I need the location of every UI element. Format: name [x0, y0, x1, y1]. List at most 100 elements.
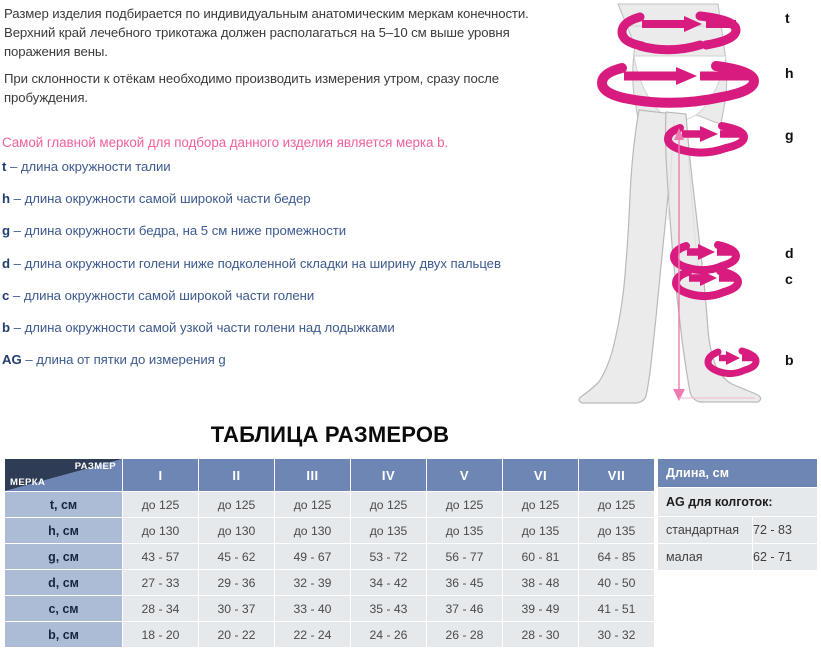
- legend-item-c: c – длина окружности самой широкой части…: [2, 287, 622, 305]
- cell-d-2: 29 - 36: [198, 569, 275, 596]
- row-measure-c: c, см: [4, 595, 123, 622]
- length-row-value-standard: 72 - 83: [751, 516, 819, 544]
- cell-g-6: 60 - 81: [502, 543, 579, 570]
- cell-d-1: 27 - 33: [122, 569, 199, 596]
- cell-d-3: 32 - 39: [274, 569, 351, 596]
- cell-h-6: до 135: [502, 517, 579, 544]
- anatomical-legs-diagram: AG: [540, 0, 821, 415]
- cell-d-7: 40 - 50: [578, 569, 655, 596]
- figure-label-g: g: [785, 127, 794, 143]
- size-table: РАЗМЕР МЕРКА I II III IV V VI VII t, см …: [4, 458, 655, 648]
- ag-dimension-arrow: [673, 128, 755, 401]
- legend-item-g: g – длина окружности бедра, на 5 см ниже…: [2, 222, 622, 240]
- cell-t-5: до 125: [426, 491, 503, 518]
- table-row: g, см 43 - 57 45 - 62 49 - 67 53 - 72 56…: [4, 543, 655, 570]
- intro-paragraph-2: При склонности к отёкам необходимо произ…: [4, 71, 500, 105]
- length-table: Длина, см AG для колготок: стандартная 7…: [656, 458, 819, 571]
- table-row: h, см до 130 до 130 до 130 до 135 до 135…: [4, 517, 655, 544]
- cell-d-5: 36 - 45: [426, 569, 503, 596]
- cell-d-4: 34 - 42: [350, 569, 427, 596]
- cell-b-7: 30 - 32: [578, 621, 655, 648]
- length-table-subheader: AG для колготок:: [656, 487, 819, 517]
- length-row-name-small: малая: [657, 543, 753, 571]
- measure-band-h: [596, 61, 760, 108]
- cell-h-1: до 130: [122, 517, 199, 544]
- row-measure-t: t, см: [4, 491, 123, 518]
- legend-dash-b: –: [13, 319, 21, 335]
- legend-dash-ag: –: [25, 352, 33, 368]
- cell-c-7: 41 - 51: [578, 595, 655, 622]
- cell-t-7: до 125: [578, 491, 655, 518]
- table-row: d, см 27 - 33 29 - 36 32 - 39 34 - 42 36…: [4, 569, 655, 596]
- cell-b-1: 18 - 20: [122, 621, 199, 648]
- legend-item-b: b – длина окружности самой узкой части г…: [2, 319, 622, 337]
- length-row-value-small: 62 - 71: [751, 543, 819, 571]
- legend-dash-g: –: [13, 223, 21, 239]
- cell-c-3: 33 - 40: [274, 595, 351, 622]
- cell-b-5: 26 - 28: [426, 621, 503, 648]
- size-header-5: V: [426, 458, 503, 492]
- measure-band-t: [617, 11, 741, 55]
- legend-dash-h: –: [13, 191, 21, 207]
- body-silhouette: [578, 3, 762, 404]
- size-header-6: VI: [502, 458, 579, 492]
- length-table-subheader-row: AG для колготок:: [656, 487, 819, 517]
- cell-g-7: 64 - 85: [578, 543, 655, 570]
- legend-item-d: d – длина окружности голени ниже подколе…: [2, 255, 622, 273]
- row-measure-h: h, см: [4, 517, 123, 544]
- legend-dash-c: –: [12, 287, 21, 303]
- size-header-4: IV: [350, 458, 427, 492]
- size-header-2: II: [198, 458, 275, 492]
- legend-key-h: h: [2, 191, 11, 207]
- cell-b-6: 28 - 30: [502, 621, 579, 648]
- cell-t-6: до 125: [502, 491, 579, 518]
- cell-g-4: 53 - 72: [350, 543, 427, 570]
- cell-d-6: 38 - 48: [502, 569, 579, 596]
- legend-text-g: длина окружности бедра, на 5 см ниже про…: [24, 223, 347, 239]
- size-header-3: III: [274, 458, 351, 492]
- cell-b-4: 24 - 26: [350, 621, 427, 648]
- table-row: малая 62 - 71: [657, 543, 819, 571]
- table-row: c, см 28 - 34 30 - 37 33 - 40 35 - 43 37…: [4, 595, 655, 622]
- size-header-1: I: [122, 458, 199, 492]
- legend-dash-t: –: [9, 159, 18, 174]
- cell-g-2: 45 - 62: [198, 543, 275, 570]
- cell-h-3: до 130: [274, 517, 351, 544]
- figure-label-t: t: [785, 10, 790, 26]
- figure-label-h: h: [785, 65, 794, 81]
- size-table-header-row: РАЗМЕР МЕРКА I II III IV V VI VII: [4, 458, 655, 492]
- cell-c-2: 30 - 37: [198, 595, 275, 622]
- cell-h-5: до 135: [426, 517, 503, 544]
- cell-h-7: до 135: [578, 517, 655, 544]
- legend-item-h: h – длина окружности самой широкой части…: [2, 190, 622, 208]
- table-row: b, см 18 - 20 20 - 22 22 - 24 24 - 26 26…: [4, 621, 655, 648]
- corner-measure-label: МЕРКА: [10, 477, 46, 488]
- corner-diagonal-divider: [5, 459, 122, 491]
- legend-key-ag: AG: [2, 352, 22, 368]
- legend-key-g: g: [2, 223, 11, 239]
- cell-b-2: 20 - 22: [198, 621, 275, 648]
- measure-band-d: [669, 241, 741, 275]
- figure-label-c: c: [785, 271, 793, 287]
- cell-t-4: до 125: [350, 491, 427, 518]
- cell-c-5: 37 - 46: [426, 595, 503, 622]
- cell-b-3: 22 - 24: [274, 621, 351, 648]
- legend-key-t: t: [2, 159, 7, 174]
- measure-band-g: [663, 122, 749, 157]
- legend-text-ag: длина от пятки до измерения g: [36, 352, 226, 368]
- legend-key-d: d: [2, 255, 11, 271]
- row-measure-d: d, см: [4, 569, 123, 596]
- cell-g-1: 43 - 57: [122, 543, 199, 570]
- figure-label-b: b: [785, 352, 794, 368]
- legend-item-t: t – длина окружности талии: [2, 158, 622, 176]
- measure-band-b: [704, 347, 760, 378]
- table-row: t, см до 125 до 125 до 125 до 125 до 125…: [4, 491, 655, 518]
- cell-c-4: 35 - 43: [350, 595, 427, 622]
- table-row: стандартная 72 - 83: [657, 516, 819, 544]
- cell-c-6: 39 - 49: [502, 595, 579, 622]
- length-table-header-row: Длина, см: [656, 458, 819, 488]
- intro-paragraph-1: Размер изделия подбирается по индивидуал…: [4, 6, 529, 59]
- measurement-legend: t – длина окружности талии h – длина окр…: [2, 158, 622, 383]
- size-header-7: VII: [578, 458, 655, 492]
